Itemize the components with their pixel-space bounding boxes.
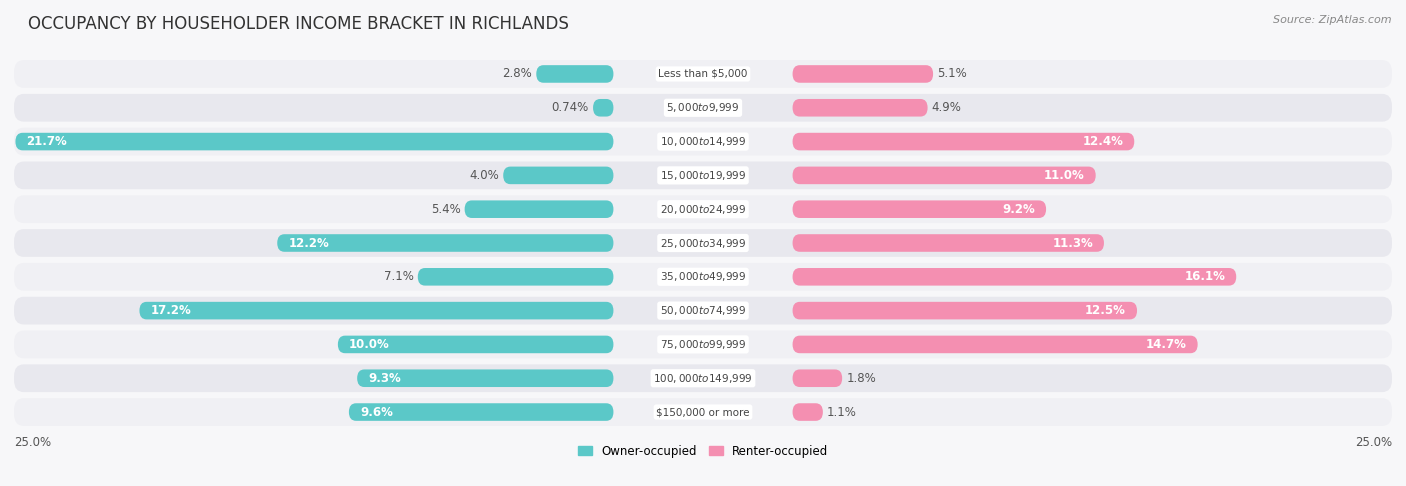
Text: $50,000 to $74,999: $50,000 to $74,999 (659, 304, 747, 317)
FancyBboxPatch shape (793, 133, 1135, 150)
Text: 7.1%: 7.1% (384, 270, 413, 283)
Text: 12.2%: 12.2% (288, 237, 329, 249)
FancyBboxPatch shape (503, 167, 613, 184)
FancyBboxPatch shape (14, 161, 1392, 189)
Text: $25,000 to $34,999: $25,000 to $34,999 (659, 237, 747, 249)
FancyBboxPatch shape (793, 99, 928, 117)
FancyBboxPatch shape (337, 336, 613, 353)
FancyBboxPatch shape (14, 398, 1392, 426)
FancyBboxPatch shape (793, 302, 1137, 319)
Text: 1.8%: 1.8% (846, 372, 876, 385)
FancyBboxPatch shape (14, 60, 1392, 88)
Text: $35,000 to $49,999: $35,000 to $49,999 (659, 270, 747, 283)
Text: 4.9%: 4.9% (932, 101, 962, 114)
Text: $75,000 to $99,999: $75,000 to $99,999 (659, 338, 747, 351)
FancyBboxPatch shape (793, 336, 1198, 353)
Text: Source: ZipAtlas.com: Source: ZipAtlas.com (1274, 15, 1392, 25)
FancyBboxPatch shape (14, 330, 1392, 358)
FancyBboxPatch shape (357, 369, 613, 387)
Text: 12.5%: 12.5% (1085, 304, 1126, 317)
FancyBboxPatch shape (793, 65, 934, 83)
Text: 5.1%: 5.1% (938, 68, 967, 81)
Text: 11.3%: 11.3% (1052, 237, 1092, 249)
FancyBboxPatch shape (14, 263, 1392, 291)
FancyBboxPatch shape (349, 403, 613, 421)
FancyBboxPatch shape (793, 234, 1104, 252)
Text: OCCUPANCY BY HOUSEHOLDER INCOME BRACKET IN RICHLANDS: OCCUPANCY BY HOUSEHOLDER INCOME BRACKET … (28, 15, 569, 33)
Text: $5,000 to $9,999: $5,000 to $9,999 (666, 101, 740, 114)
FancyBboxPatch shape (793, 200, 1046, 218)
Text: 4.0%: 4.0% (470, 169, 499, 182)
Text: 9.6%: 9.6% (360, 405, 392, 418)
Text: 9.3%: 9.3% (368, 372, 401, 385)
Text: 25.0%: 25.0% (14, 436, 51, 450)
FancyBboxPatch shape (14, 229, 1392, 257)
Text: 10.0%: 10.0% (349, 338, 389, 351)
FancyBboxPatch shape (15, 133, 613, 150)
FancyBboxPatch shape (14, 128, 1392, 156)
Text: 2.8%: 2.8% (502, 68, 531, 81)
Text: 9.2%: 9.2% (1002, 203, 1035, 216)
FancyBboxPatch shape (464, 200, 613, 218)
Text: 1.1%: 1.1% (827, 405, 856, 418)
Text: 16.1%: 16.1% (1184, 270, 1225, 283)
Text: $20,000 to $24,999: $20,000 to $24,999 (659, 203, 747, 216)
Text: $150,000 or more: $150,000 or more (657, 407, 749, 417)
FancyBboxPatch shape (536, 65, 613, 83)
FancyBboxPatch shape (418, 268, 613, 286)
Text: 11.0%: 11.0% (1043, 169, 1084, 182)
Legend: Owner-occupied, Renter-occupied: Owner-occupied, Renter-occupied (572, 440, 834, 463)
Text: 0.74%: 0.74% (551, 101, 589, 114)
FancyBboxPatch shape (793, 403, 823, 421)
FancyBboxPatch shape (14, 94, 1392, 122)
Text: 25.0%: 25.0% (1355, 436, 1392, 450)
Text: $10,000 to $14,999: $10,000 to $14,999 (659, 135, 747, 148)
FancyBboxPatch shape (793, 369, 842, 387)
FancyBboxPatch shape (14, 195, 1392, 223)
Text: Less than $5,000: Less than $5,000 (658, 69, 748, 79)
Text: $100,000 to $149,999: $100,000 to $149,999 (654, 372, 752, 385)
FancyBboxPatch shape (14, 364, 1392, 392)
Text: 5.4%: 5.4% (430, 203, 461, 216)
Text: $15,000 to $19,999: $15,000 to $19,999 (659, 169, 747, 182)
Text: 17.2%: 17.2% (150, 304, 191, 317)
FancyBboxPatch shape (139, 302, 613, 319)
Text: 12.4%: 12.4% (1083, 135, 1123, 148)
FancyBboxPatch shape (593, 99, 613, 117)
Text: 14.7%: 14.7% (1146, 338, 1187, 351)
FancyBboxPatch shape (277, 234, 613, 252)
Text: 21.7%: 21.7% (27, 135, 67, 148)
FancyBboxPatch shape (793, 167, 1095, 184)
FancyBboxPatch shape (14, 297, 1392, 325)
FancyBboxPatch shape (793, 268, 1236, 286)
